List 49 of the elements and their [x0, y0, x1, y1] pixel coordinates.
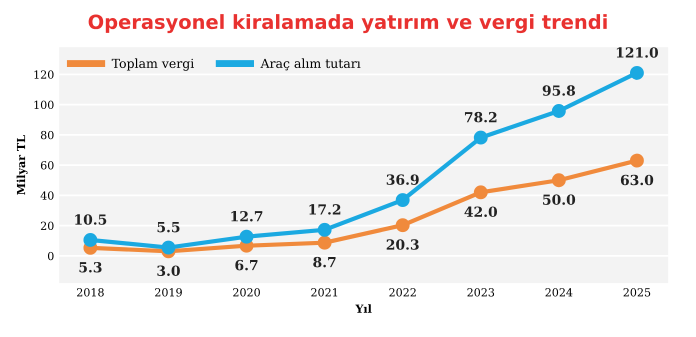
y-tick-label: 20 — [40, 222, 54, 230]
point — [396, 193, 410, 208]
point — [83, 233, 98, 247]
point — [318, 236, 332, 250]
data-label: 12.7 — [231, 210, 262, 222]
point — [552, 104, 566, 118]
point — [630, 66, 644, 80]
y-tick-label: 40 — [40, 191, 54, 200]
y-tick-label: 0 — [48, 252, 54, 260]
data-label: 5.3 — [79, 262, 102, 272]
data-label: 6.7 — [235, 260, 258, 270]
x-tick-label: 2018 — [77, 288, 104, 297]
data-label: 78.2 — [464, 112, 496, 122]
y-tick-label: 80 — [40, 130, 54, 140]
data-label: 121.0 — [616, 47, 658, 58]
y-tick-label: 100 — [34, 100, 54, 110]
y-tick-label: 60 — [40, 161, 54, 170]
x-tick-label: 2020 — [233, 288, 260, 297]
point — [240, 230, 254, 244]
data-label: 95.8 — [542, 85, 576, 96]
x-axis-title: Yıl — [355, 304, 372, 313]
data-label: 3.0 — [157, 265, 180, 276]
x-tick-label: 2021 — [311, 288, 338, 297]
point — [162, 240, 176, 254]
data-label: 63.0 — [620, 174, 654, 186]
x-tick-label: 2025 — [624, 288, 650, 297]
data-label: 36.9 — [386, 174, 419, 185]
x-tick-label: 2019 — [155, 288, 182, 297]
y-tick-label: 120 — [34, 70, 54, 79]
data-label: 20.3 — [386, 239, 419, 250]
point — [552, 173, 566, 188]
point — [474, 185, 488, 200]
data-label: 8.7 — [313, 256, 336, 268]
data-label: 5.5 — [158, 222, 180, 232]
legend-label: Toplam vergi — [112, 58, 194, 71]
point — [396, 218, 410, 232]
point — [474, 130, 488, 145]
x-tick-label: 2022 — [389, 288, 416, 297]
y-axis-title: Milyar TL — [16, 135, 28, 195]
data-label: 17.2 — [309, 204, 340, 215]
point — [318, 222, 332, 237]
x-tick-label: 2024 — [545, 288, 572, 297]
x-tick-label: 2023 — [467, 288, 494, 297]
point — [630, 154, 644, 168]
data-label: 50.0 — [543, 194, 576, 205]
chart-title: Operasyonel kiralamada yatırım ve vergi trendi — [88, 14, 607, 34]
data-label: 10.5 — [75, 214, 106, 225]
legend-label: Araç alım tutarı — [260, 58, 360, 70]
data-label: 42.0 — [464, 206, 498, 217]
